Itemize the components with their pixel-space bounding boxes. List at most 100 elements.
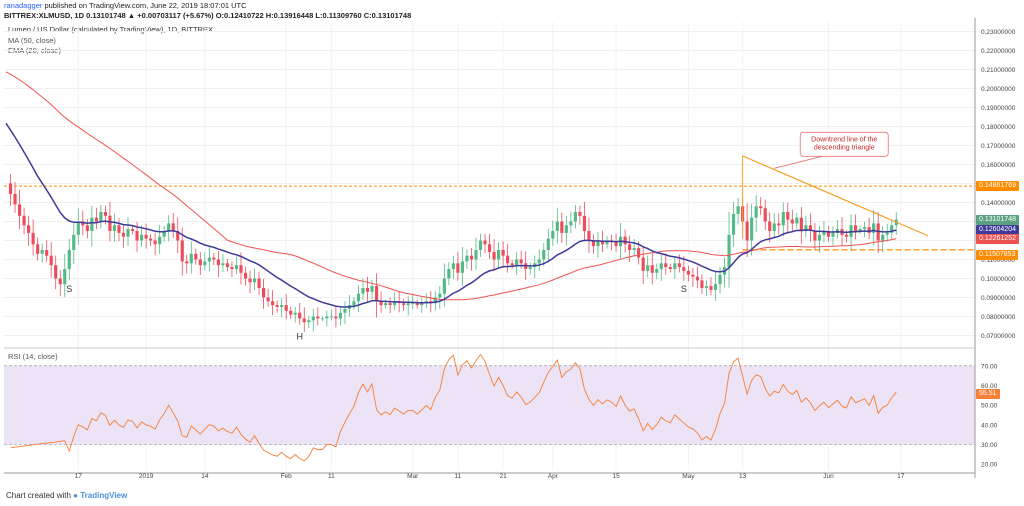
candle-body — [614, 242, 618, 247]
candle-body — [745, 221, 749, 241]
candle-body — [659, 263, 663, 269]
annotation-box[interactable] — [799, 131, 889, 157]
candle-body — [799, 217, 803, 231]
last-price-tag: 0.13101748 — [976, 214, 1019, 225]
candle-body — [194, 253, 198, 260]
candle-body — [826, 231, 831, 237]
rsi-line — [10, 353, 897, 462]
candle-body — [112, 225, 117, 231]
rsi-legend[interactable]: RSI (14, close) — [8, 352, 58, 361]
candle-body — [36, 244, 40, 254]
support-price-tag: 0.11507853 — [976, 249, 1019, 260]
candle-body — [605, 240, 609, 245]
candle-body — [433, 297, 437, 304]
candle-body — [356, 293, 361, 302]
candle-body — [709, 286, 713, 290]
candle-body — [135, 231, 139, 241]
candle-body — [384, 303, 388, 306]
candle-body — [700, 280, 704, 288]
candle-body — [564, 225, 568, 233]
time-tick-label: 13 — [739, 473, 747, 480]
candle-body — [365, 288, 370, 292]
candle-body — [257, 278, 261, 288]
resistance-price-tag: 0.14861769 — [976, 181, 1019, 192]
candle-body — [691, 274, 695, 277]
candle-body — [374, 286, 379, 302]
time-tick-label: 17 — [75, 473, 83, 480]
candle-body — [695, 276, 699, 281]
price-tick-label: 0.18000000 — [981, 124, 1016, 131]
candle-body — [890, 225, 894, 233]
candle-body — [551, 231, 555, 239]
candle-body — [207, 257, 211, 262]
candle-body — [768, 221, 772, 231]
candle-body — [338, 312, 342, 319]
candle-body — [496, 250, 501, 260]
candle-body — [212, 257, 216, 260]
candle-body — [849, 225, 853, 237]
candle-body — [813, 231, 817, 241]
price-tick-label: 0.14000000 — [981, 200, 1016, 207]
candle-body — [872, 223, 876, 233]
downtrend-line[interactable] — [742, 155, 929, 237]
rsi-value-tag: 55.51 — [976, 389, 1000, 400]
price-tick-label: 0.07000000 — [981, 333, 1016, 340]
candle-body — [555, 221, 559, 231]
time-tick-label: 11 — [328, 473, 335, 480]
watermark[interactable]: Chart created with ● TradingView — [6, 491, 127, 500]
candle-body — [126, 229, 130, 237]
candle-body — [153, 240, 157, 245]
candle-body — [628, 244, 632, 250]
annotation-pointer — [774, 155, 823, 169]
candle-body — [596, 240, 600, 247]
candle-body — [664, 263, 668, 268]
candle-body — [790, 219, 794, 224]
candle-body — [460, 261, 465, 273]
candle-body — [863, 227, 867, 230]
candle-body — [537, 259, 541, 264]
candle-body — [587, 231, 591, 241]
candle-body — [49, 255, 53, 266]
candle-body — [329, 316, 333, 318]
candle-body — [736, 206, 740, 214]
candle-body — [885, 232, 889, 235]
price-tick-label: 0.11000000 — [981, 257, 1015, 264]
ma-legend[interactable]: MA (50, close) — [8, 36, 56, 45]
candle-body — [519, 259, 523, 264]
candle-body — [763, 208, 767, 222]
candle-body — [121, 232, 126, 237]
tradingview-logo-icon: ● — [73, 491, 78, 500]
candle-body — [438, 293, 442, 298]
candle-body — [58, 278, 62, 285]
candle-body — [352, 301, 356, 306]
candle-body — [781, 212, 785, 226]
candle-body — [478, 240, 483, 250]
candle-body — [185, 261, 189, 264]
candle-body — [447, 269, 451, 279]
candle-body — [81, 221, 85, 226]
candle-body — [311, 316, 315, 321]
candle-body — [90, 217, 94, 231]
publish-info: ranadagger published on TradingView.com,… — [4, 1, 247, 11]
candle-body — [844, 234, 849, 237]
candle-body — [302, 318, 306, 323]
time-tick-label: 11 — [455, 473, 462, 480]
price-tick-label: 0.09000000 — [981, 295, 1016, 302]
candle-body — [673, 263, 677, 269]
candle-body — [578, 212, 582, 216]
ema20-line — [5, 122, 897, 308]
candle-body — [731, 213, 736, 235]
author-link[interactable]: ranadagger — [4, 1, 43, 10]
price-tick-label: 0.20000000 — [981, 86, 1016, 93]
candle-body — [754, 206, 758, 218]
candle-body — [230, 267, 234, 269]
price-tick-label: 0.10000000 — [981, 276, 1016, 283]
rsi-tick-label: 40.00 — [981, 422, 998, 429]
candle-body — [284, 305, 288, 311]
chart-title: Lumen / US Dollar (calculated by Trading… — [8, 25, 213, 34]
candle-body — [682, 267, 686, 271]
time-tick-label: Jun — [823, 473, 834, 480]
candle-body — [487, 244, 492, 252]
candle-body — [483, 240, 487, 245]
